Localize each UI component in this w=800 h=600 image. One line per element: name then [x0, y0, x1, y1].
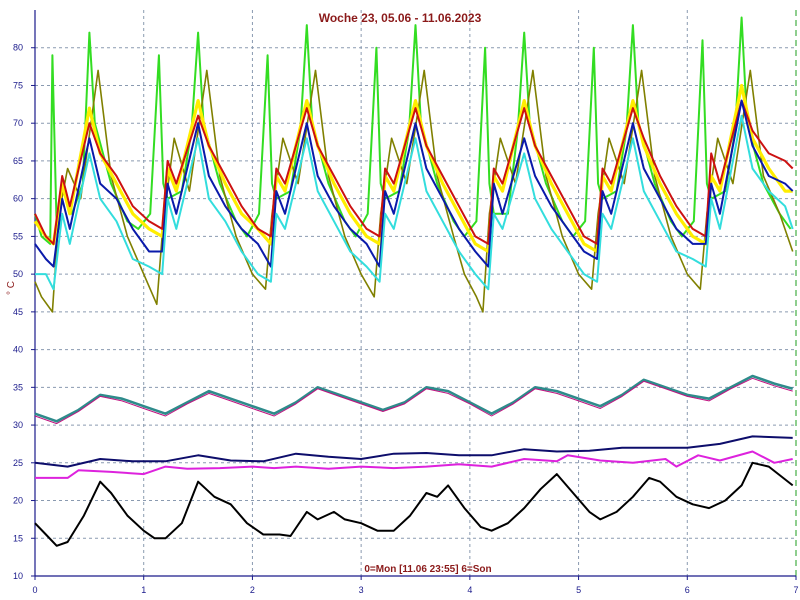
series-line-magenta	[35, 450, 793, 479]
series-line-olive	[34, 69, 794, 313]
y-tick-label: 35	[13, 382, 23, 392]
y-tick-label: 40	[13, 345, 23, 355]
series-line-blue	[34, 99, 794, 268]
y-tick-label: 80	[13, 43, 23, 53]
y-tick-label: 50	[13, 269, 23, 279]
y-tick-label: 45	[13, 307, 23, 317]
series-line-red	[34, 99, 794, 245]
series-group	[33, 16, 794, 547]
y-tick-label: 25	[13, 458, 23, 468]
y-tick-label: 60	[13, 194, 23, 204]
y-tick-label: 75	[13, 80, 23, 90]
series-line-teal	[34, 374, 794, 423]
series-line-cyan	[35, 114, 794, 291]
axes	[31, 10, 797, 580]
y-axis-unit: ° C	[6, 281, 17, 295]
y-tick-label: 30	[13, 420, 23, 430]
y-tick-label: 65	[13, 156, 23, 166]
chart-subtitle: 0=Mon [11.06 23:55] 6=Son	[364, 564, 491, 575]
y-tick-label: 15	[13, 533, 23, 543]
series-line-black	[34, 461, 794, 547]
x-tick-label: 0	[32, 585, 37, 595]
y-tick-label: 55	[13, 231, 23, 241]
series-line-magenta_thin	[34, 377, 793, 425]
series-line-navy	[34, 435, 793, 468]
x-tick-label: 6	[685, 585, 690, 595]
x-tick-label: 7	[793, 585, 798, 595]
x-tick-label: 2	[250, 585, 255, 595]
x-tick-label: 3	[359, 585, 364, 595]
series-line-green	[34, 16, 792, 245]
y-tick-label: 70	[13, 118, 23, 128]
y-tick-label: 10	[13, 571, 23, 581]
chart-title: Woche 23, 05.06 - 11.06.2023	[319, 11, 482, 25]
y-tick-label: 20	[13, 496, 23, 506]
x-tick-label: 4	[467, 585, 472, 595]
x-tick-label: 5	[576, 585, 581, 595]
x-tick-label: 1	[141, 585, 146, 595]
